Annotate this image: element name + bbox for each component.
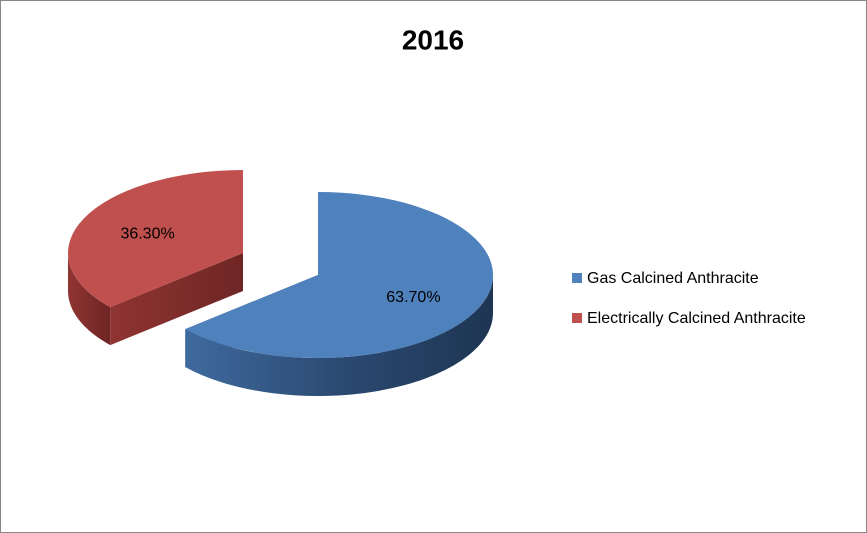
slice-side [110, 253, 243, 346]
slice [68, 170, 244, 308]
slice-side [68, 253, 111, 346]
legend-label: Electrically Calcined Anthracite [587, 310, 806, 327]
slice [185, 192, 493, 358]
pie: 36.30% 63.70% [68, 170, 493, 396]
slice-side [185, 275, 493, 396]
chart-title: 2016 [402, 24, 464, 55]
data-label: 36.30% [120, 225, 174, 242]
data-label: 63.70% [386, 289, 440, 306]
legend-swatch [572, 313, 582, 323]
legend: Gas Calcined Anthracite Electrically Calc… [572, 270, 806, 327]
legend-label: Gas Calcined Anthracite [587, 270, 759, 287]
legend-swatch [572, 273, 582, 283]
